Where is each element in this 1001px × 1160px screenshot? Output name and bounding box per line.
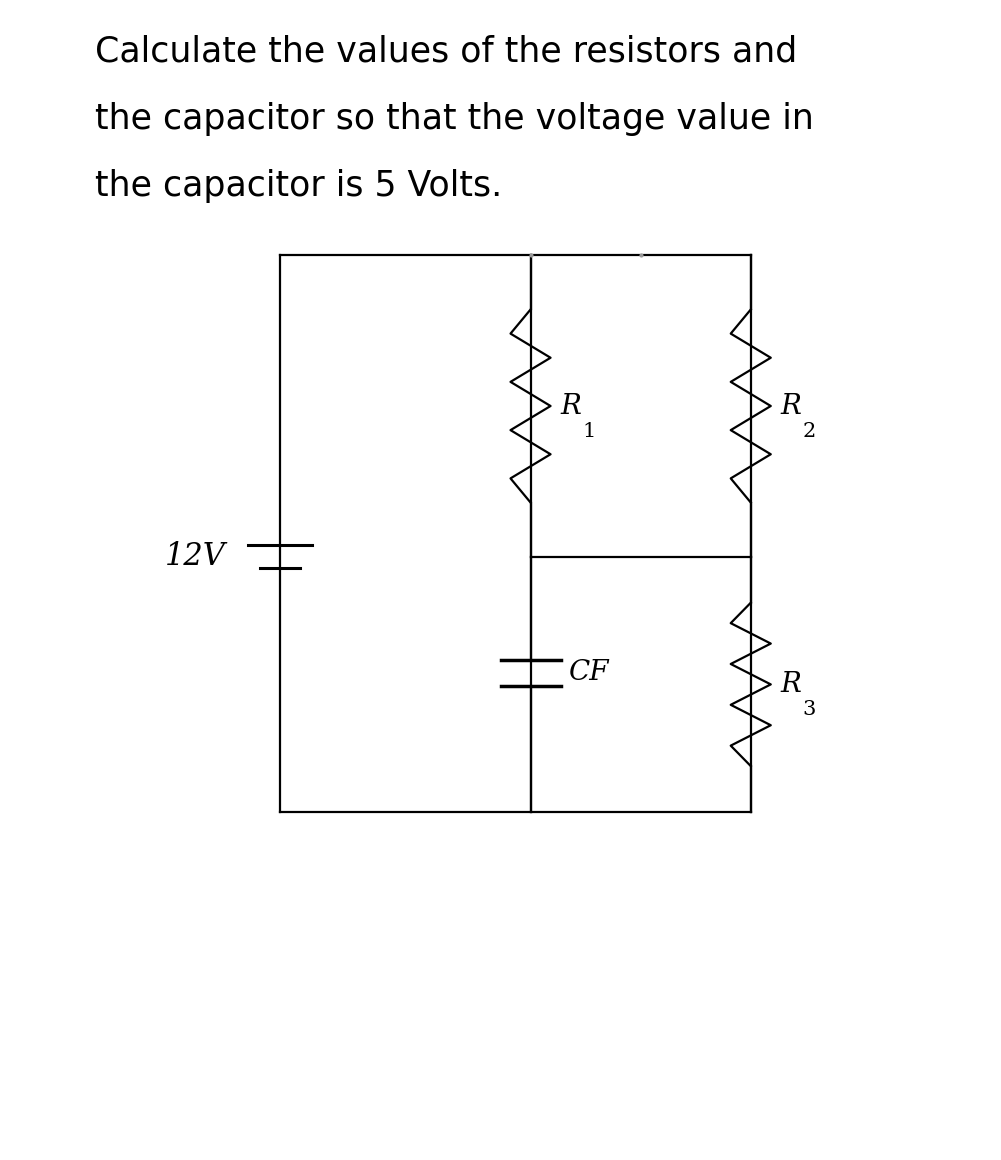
- Text: 3: 3: [803, 701, 816, 719]
- Text: R: R: [561, 392, 582, 420]
- Text: the capacitor is 5 Volts.: the capacitor is 5 Volts.: [95, 169, 503, 203]
- Text: CF: CF: [569, 659, 609, 687]
- Text: Calculate the values of the resistors and: Calculate the values of the resistors an…: [95, 35, 798, 68]
- Text: R: R: [781, 670, 802, 698]
- Text: R: R: [781, 392, 802, 420]
- Text: 2: 2: [803, 422, 816, 441]
- Text: 12V: 12V: [164, 542, 225, 572]
- Text: the capacitor so that the voltage value in: the capacitor so that the voltage value …: [95, 102, 814, 136]
- Text: 1: 1: [583, 422, 596, 441]
